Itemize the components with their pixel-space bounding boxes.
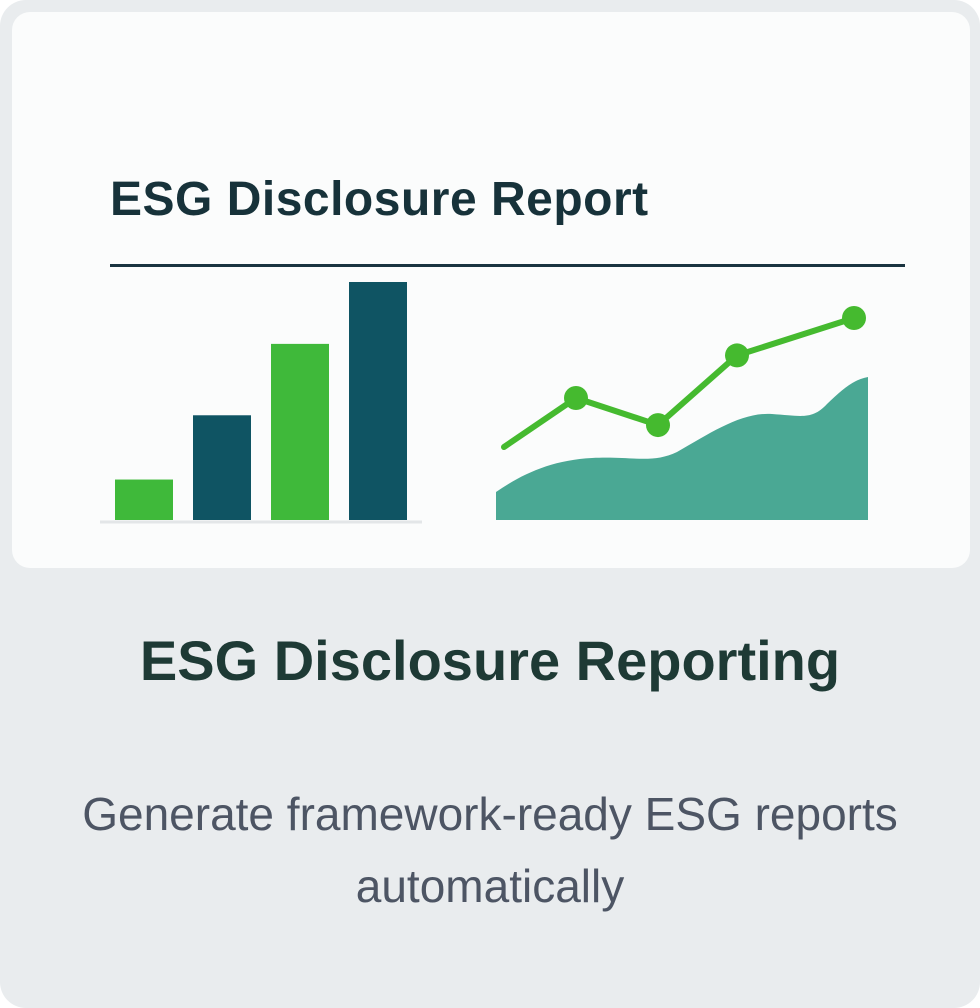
area-shape xyxy=(496,377,868,520)
card-description: Generate framework-ready ESG reports aut… xyxy=(82,788,898,912)
trend-point xyxy=(842,306,866,330)
trend-point xyxy=(646,413,670,438)
illustration-bar xyxy=(193,415,251,520)
card-title: ESG Disclosure Reporting xyxy=(139,629,841,692)
report-illustration: ESG Disclosure Report xyxy=(12,12,970,568)
illustration-bar xyxy=(115,479,173,520)
trend-point xyxy=(564,385,588,410)
illustration-divider xyxy=(110,264,905,267)
illustration-graphics xyxy=(100,282,868,524)
illustration-title: ESG Disclosure Report xyxy=(110,173,649,226)
illustration-bar xyxy=(271,343,329,520)
trend-point xyxy=(725,343,749,368)
illustration-bar xyxy=(349,282,407,520)
